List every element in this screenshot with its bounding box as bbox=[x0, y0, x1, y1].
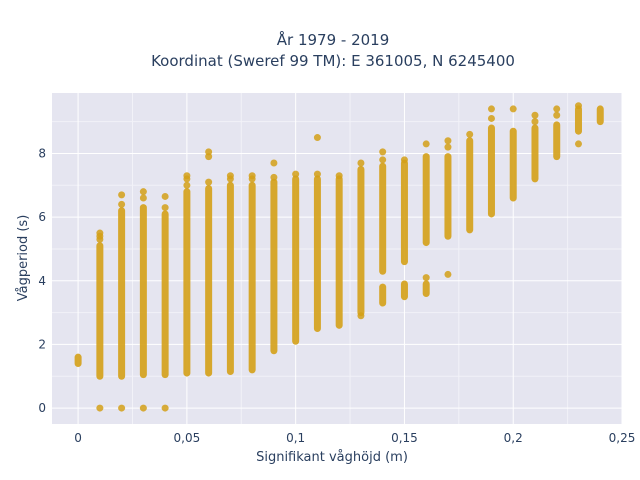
data-point bbox=[118, 404, 126, 412]
data-point bbox=[96, 404, 104, 412]
data-point-cluster bbox=[270, 178, 278, 355]
data-point bbox=[422, 140, 430, 148]
data-point-cluster bbox=[379, 283, 387, 307]
data-point-cluster bbox=[379, 162, 387, 275]
data-point bbox=[574, 102, 582, 110]
grid bbox=[52, 93, 623, 424]
data-point bbox=[531, 111, 539, 119]
data-point-cluster bbox=[118, 207, 126, 380]
data-point-cluster bbox=[444, 153, 452, 240]
data-point bbox=[226, 172, 234, 180]
chart-title-line1: År 1979 - 2019 bbox=[277, 30, 390, 49]
data-point bbox=[139, 194, 147, 202]
y-axis-label: Vågperiod (s) bbox=[16, 215, 31, 302]
data-point-cluster bbox=[205, 184, 213, 377]
data-point bbox=[313, 170, 321, 178]
data-point-cluster bbox=[400, 159, 408, 266]
data-point-cluster bbox=[574, 105, 582, 135]
data-point-cluster bbox=[422, 153, 430, 247]
data-point-cluster bbox=[553, 121, 561, 161]
data-point bbox=[161, 404, 169, 412]
data-point bbox=[270, 173, 278, 181]
data-point bbox=[96, 229, 104, 237]
data-point-cluster bbox=[292, 175, 300, 345]
data-point bbox=[487, 114, 495, 122]
data-point-cluster bbox=[487, 124, 495, 218]
data-point bbox=[183, 172, 191, 180]
data-point bbox=[553, 105, 561, 113]
data-point-cluster bbox=[335, 175, 343, 329]
data-point-cluster bbox=[357, 165, 365, 317]
data-point bbox=[118, 200, 126, 208]
data-point bbox=[574, 140, 582, 148]
y-tick-label: 0 bbox=[38, 401, 46, 415]
x-tick-label: 0,15 bbox=[391, 431, 418, 445]
y-tick-label: 4 bbox=[38, 274, 46, 288]
data-point bbox=[292, 170, 300, 178]
y-tick-label: 6 bbox=[38, 210, 46, 224]
data-point bbox=[313, 134, 321, 142]
y-tick-label: 2 bbox=[38, 337, 46, 351]
data-point bbox=[422, 274, 430, 282]
data-point bbox=[248, 172, 256, 180]
data-point bbox=[379, 148, 387, 156]
data-point bbox=[357, 159, 365, 167]
data-point bbox=[139, 188, 147, 196]
data-point bbox=[444, 143, 452, 151]
data-point-cluster bbox=[509, 127, 517, 202]
data-point-cluster bbox=[531, 124, 539, 183]
data-point bbox=[400, 156, 408, 164]
data-point-cluster bbox=[248, 181, 256, 374]
data-point-cluster bbox=[422, 280, 430, 298]
data-point-cluster bbox=[596, 105, 604, 126]
data-point bbox=[466, 130, 474, 138]
data-point bbox=[205, 178, 213, 186]
x-tick-label: 0,25 bbox=[609, 431, 636, 445]
data-point-cluster bbox=[74, 353, 82, 368]
data-point bbox=[444, 270, 452, 278]
data-point-cluster bbox=[139, 204, 147, 379]
data-points bbox=[74, 102, 604, 412]
data-point bbox=[487, 105, 495, 113]
data-point bbox=[161, 192, 169, 200]
chart-title-line2: Koordinat (Sweref 99 TM): E 361005, N 62… bbox=[151, 52, 515, 70]
x-tick-label: 0,2 bbox=[504, 431, 523, 445]
x-tick-label: 0,1 bbox=[286, 431, 305, 445]
data-point bbox=[553, 111, 561, 119]
data-point bbox=[379, 156, 387, 164]
data-point-cluster bbox=[400, 280, 408, 301]
x-tick-label: 0 bbox=[74, 431, 82, 445]
data-point bbox=[531, 118, 539, 126]
data-point-cluster bbox=[183, 188, 191, 377]
data-point bbox=[357, 312, 365, 320]
data-point bbox=[444, 137, 452, 145]
data-point bbox=[270, 159, 278, 167]
y-tick-label: 8 bbox=[38, 146, 46, 160]
x-axis-label: Signifikant våghöjd (m) bbox=[256, 450, 408, 465]
x-tick-label: 0,05 bbox=[174, 431, 201, 445]
data-point bbox=[161, 204, 169, 212]
data-point bbox=[335, 172, 343, 180]
data-point-cluster bbox=[313, 175, 321, 333]
data-point-cluster bbox=[466, 137, 474, 234]
data-point bbox=[509, 105, 517, 113]
data-point bbox=[205, 148, 213, 156]
data-point bbox=[139, 404, 147, 412]
data-point-cluster bbox=[96, 242, 104, 380]
data-point bbox=[118, 191, 126, 199]
data-point bbox=[183, 181, 191, 189]
data-point-cluster bbox=[226, 181, 234, 375]
data-point-cluster bbox=[161, 210, 169, 379]
tick-labels: 0 0,05 0,1 0,15 0,2 0,25 0 2 4 6 8 bbox=[38, 146, 635, 445]
